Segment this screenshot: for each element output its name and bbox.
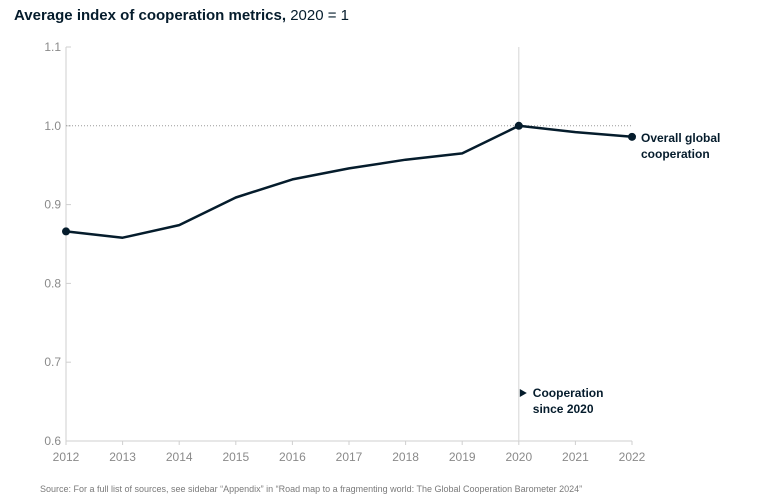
- y-tick-label: 1.0: [44, 119, 61, 133]
- y-tick-label: 0.7: [44, 355, 61, 369]
- since-2020-label-line1: Cooperation: [533, 386, 604, 400]
- y-tick-label: 0.9: [44, 198, 61, 212]
- x-tick-label: 2017: [336, 450, 363, 464]
- x-tick-label: 2016: [279, 450, 306, 464]
- x-tick-label: 2018: [392, 450, 419, 464]
- y-tick-label: 0.8: [44, 276, 61, 290]
- since-2020-label-line2: since 2020: [533, 402, 594, 416]
- chart-title-suffix: 2020 = 1: [290, 7, 350, 24]
- series-marker-2012: [62, 227, 70, 236]
- series-markers: [62, 121, 636, 236]
- x-tick-label: 2021: [562, 450, 589, 464]
- series-line-overall-global-cooperation: [64, 124, 634, 239]
- series-marker-2022: [628, 132, 636, 141]
- y-tick-label: 0.6: [44, 434, 61, 448]
- series-label-line2: cooperation: [641, 147, 710, 161]
- y-tick-label: 1.1: [44, 40, 61, 54]
- x-axis-ticks: 2012 2013 2014 2015 2016 2017 2018 2019 2020 2021…: [53, 441, 646, 464]
- x-tick-label: 2013: [109, 450, 136, 464]
- series-marker-2020: [514, 121, 523, 130]
- line-chart: 0.60.70.80.91.01.1 2012 2013 2014 2015 2016 2…: [44, 40, 720, 464]
- x-tick-label: 2020: [505, 450, 532, 464]
- chart-title: Average index of cooperation metrics, 20…: [14, 7, 349, 24]
- x-tick-label: 2019: [449, 450, 476, 464]
- x-tick-label: 2022: [619, 450, 646, 464]
- x-tick-label: 2014: [166, 450, 193, 464]
- triangle-right-icon: [519, 389, 527, 397]
- x-tick-label: 2015: [222, 450, 249, 464]
- source-note: Source: For a full list of sources, see …: [40, 484, 583, 494]
- chart-title-main: Average index of cooperation metrics,: [14, 7, 287, 24]
- y-axis-ticks: 0.6 0.7 0.8 0.9 1.0 1.1: [44, 40, 71, 448]
- series-label-line1: Overall global: [641, 131, 720, 145]
- x-tick-label: 2012: [53, 450, 80, 464]
